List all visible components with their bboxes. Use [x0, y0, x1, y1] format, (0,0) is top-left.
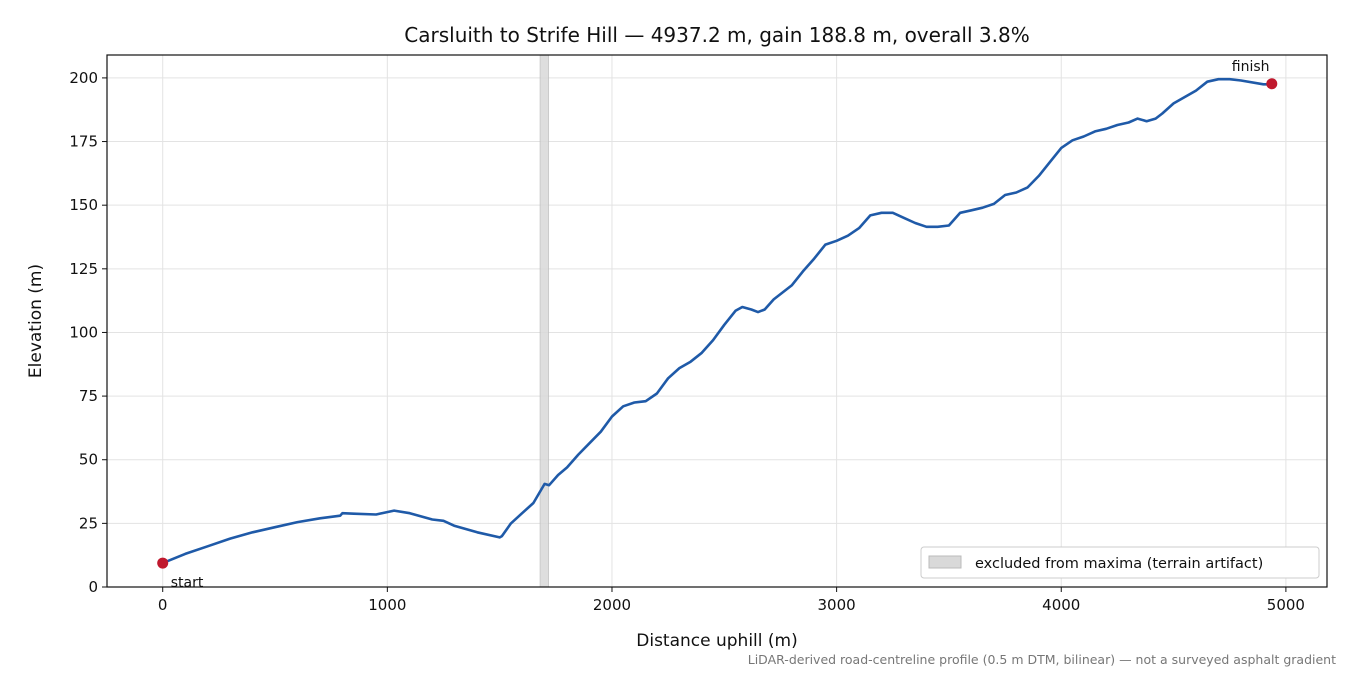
x-tick-label: 2000: [593, 596, 631, 614]
x-tick-label: 3000: [818, 596, 856, 614]
y-tick-label: 200: [69, 69, 98, 87]
y-axis-label: Elevation (m): [26, 264, 46, 378]
y-tick-label: 100: [69, 323, 98, 341]
excluded-span: [539, 54, 550, 588]
endpoint-marker: [157, 557, 169, 569]
y-tick-label: 150: [69, 196, 98, 214]
y-tick-label: 25: [79, 514, 98, 532]
y-tick-label: 125: [69, 260, 98, 278]
x-tick-label: 5000: [1267, 596, 1305, 614]
elevation-line: [162, 77, 1272, 565]
x-tick-label: 1000: [368, 596, 406, 614]
endpoint-label: start: [171, 575, 204, 591]
x-axis-label: Distance uphill (m): [636, 631, 797, 651]
y-tick-label: 0: [88, 578, 98, 596]
y-tick-label: 175: [69, 133, 98, 151]
endpoint-label: finish: [1232, 59, 1270, 75]
y-tick-label: 50: [79, 451, 98, 469]
legend-box: [920, 546, 1320, 579]
footnote: LiDAR-derived road-centreline profile (0…: [748, 652, 1336, 667]
y-tick-label: 75: [79, 387, 98, 405]
legend-swatch: [928, 555, 962, 569]
chart-title: Carsluith to Strife Hill — 4937.2 m, gai…: [404, 23, 1029, 47]
endpoint-marker: [1266, 78, 1278, 90]
x-tick-label: 4000: [1042, 596, 1080, 614]
plot-frame: [106, 54, 1328, 588]
legend-label: excluded from maxima (terrain artifact): [975, 556, 1263, 572]
x-tick-label: 0: [158, 596, 168, 614]
